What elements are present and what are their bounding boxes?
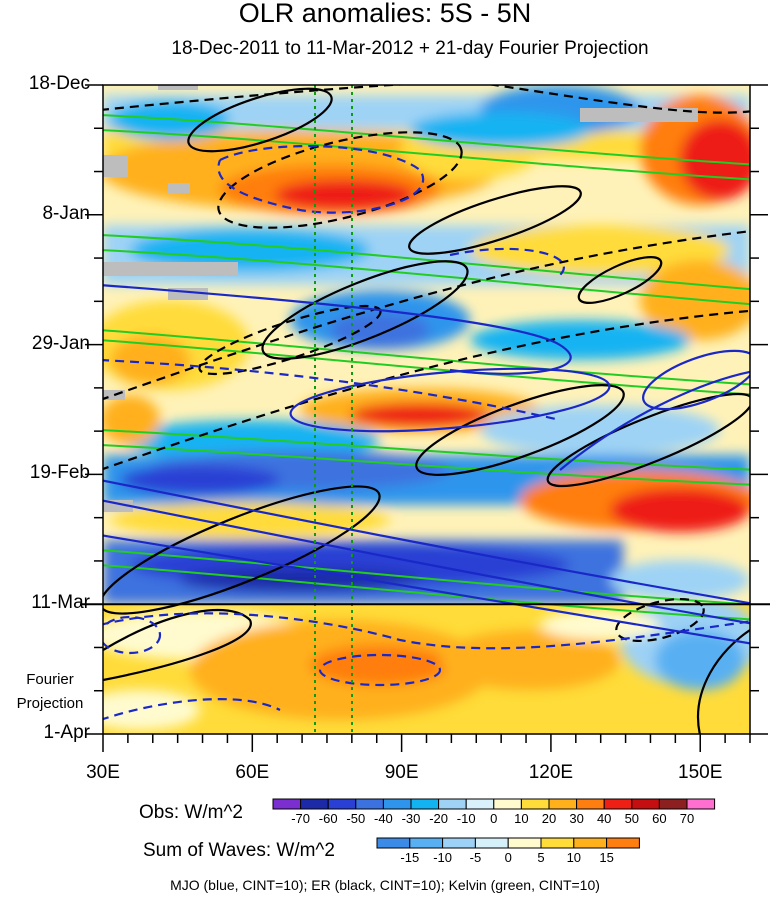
projection-label: Fourier Projection xyxy=(0,668,100,716)
colorbar-swatch xyxy=(658,798,688,810)
colorbar-swatch xyxy=(686,798,716,810)
colorbar-swatch xyxy=(548,798,578,810)
mjo-contours xyxy=(103,144,750,721)
colorbar-swatch xyxy=(603,798,633,810)
colorbar-label: -10 xyxy=(456,811,476,826)
colorbar-swatch xyxy=(410,798,440,810)
colorbar-swatch xyxy=(465,798,495,810)
colorbar-swatch xyxy=(576,798,605,810)
colorbar-label: -40 xyxy=(373,811,393,826)
colorbar-label: -60 xyxy=(318,811,338,826)
colorbar-label: -20 xyxy=(429,811,448,826)
colorbar-swatch xyxy=(327,798,357,810)
y-tick-label: 8-Jan xyxy=(42,202,90,224)
colorbar-label: 20 xyxy=(541,811,557,826)
colorbar-label: 5 xyxy=(537,850,545,865)
colorbar-label: -5 xyxy=(469,850,482,865)
x-tick-label: 30E xyxy=(86,762,120,783)
colorbar-swatch xyxy=(382,798,412,810)
x-tick-label: 150E xyxy=(678,762,723,783)
colorbar-label: -50 xyxy=(346,811,366,826)
colorbar-swatch xyxy=(631,798,660,810)
reference-longitude-lines xyxy=(314,85,353,734)
y-tick-label: 18-Dec xyxy=(28,73,90,94)
colorbar-label: -10 xyxy=(433,850,452,865)
colorbar-swatch xyxy=(355,798,384,810)
colorbar-label: 30 xyxy=(569,811,584,826)
colorbar-label: -15 xyxy=(400,850,420,865)
x-tick-label: 120E xyxy=(528,762,574,783)
colorbar-label: 50 xyxy=(624,811,640,826)
colorbar-swatch xyxy=(300,798,329,810)
colorbar-swatch xyxy=(376,837,411,849)
y-tick-label: 19-Feb xyxy=(29,462,90,484)
axis-ticks xyxy=(85,84,768,752)
colorbar-swatch xyxy=(442,837,476,849)
obs-colorbar-title: Obs: W/m^2 xyxy=(139,802,243,823)
colorbar-label: 15 xyxy=(599,850,614,865)
colorbar-label: 60 xyxy=(652,811,667,826)
colorbar-swatch xyxy=(272,798,302,810)
legend-footer: MJO (blue, CINT=10); ER (black, CINT=10)… xyxy=(170,877,600,893)
colorbar-label: 40 xyxy=(596,811,612,826)
obs-colorbar xyxy=(272,798,716,810)
colorbar-swatch xyxy=(409,837,444,849)
colorbar-swatch xyxy=(493,798,522,810)
y-tick-label: 11-Mar xyxy=(31,592,90,614)
sum-of-waves-colorbar-title: Sum of Waves: W/m^2 xyxy=(143,840,335,861)
colorbar-swatch xyxy=(573,837,608,849)
colorbar-label: 0 xyxy=(504,850,512,865)
colorbar-swatch xyxy=(606,837,640,849)
projection-label-line: Fourier xyxy=(26,671,74,688)
colorbar-label: -70 xyxy=(291,811,310,826)
x-tick-label: 90E xyxy=(384,762,419,783)
colorbar-swatch xyxy=(520,798,550,810)
colorbar-swatch xyxy=(507,837,542,849)
colorbar-label: 10 xyxy=(514,811,529,826)
colorbar-swatch xyxy=(540,837,575,849)
colorbar-swatch xyxy=(474,837,509,849)
chart-subtitle: 18-Dec-2011 to 11-Mar-2012 + 21-day Four… xyxy=(171,38,649,59)
kelvin-contours xyxy=(103,114,750,621)
colorbar-label: -30 xyxy=(401,811,421,826)
colorbar-label: 10 xyxy=(566,850,582,865)
projection-label-line: Projection xyxy=(16,695,84,712)
y-tick-label: 29-Jan xyxy=(31,332,90,354)
chart-title: OLR anomalies: 5S - 5N xyxy=(238,0,532,28)
x-tick-label: 60E xyxy=(235,762,270,783)
colorbar-label: 0 xyxy=(490,811,498,826)
sum-of-waves-colorbar xyxy=(376,837,640,849)
colorbar-label: 70 xyxy=(679,811,695,826)
wave-contours xyxy=(103,85,750,734)
y-tick-label: 1-Apr xyxy=(43,722,90,743)
colorbar-swatch xyxy=(438,798,467,810)
